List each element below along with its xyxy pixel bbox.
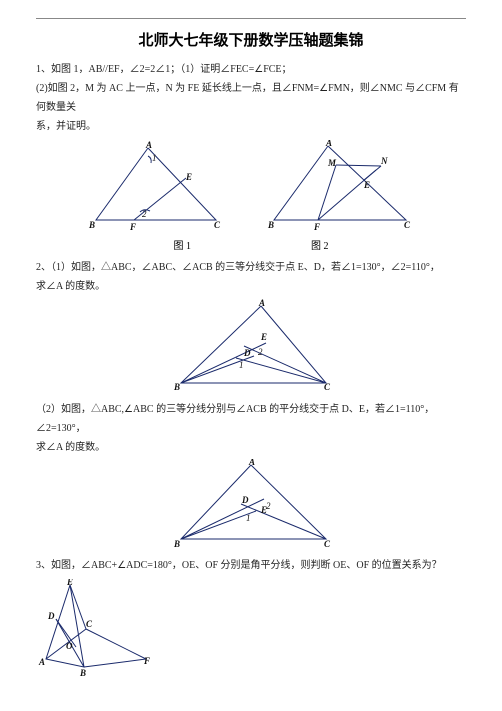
svg-text:E: E: [363, 180, 370, 190]
svg-text:F: F: [313, 222, 320, 232]
svg-text:F: F: [143, 656, 150, 666]
svg-text:B: B: [88, 220, 95, 230]
problem-2b-line-2: 求∠A 的度数。: [36, 438, 466, 457]
problem-3-line-1: 3、如图，∠ABC+∠ADC=180°，OE、OF 分别是角平分线，则判断 OE…: [36, 556, 466, 575]
svg-text:2: 2: [266, 501, 271, 511]
problem-1-line-1: 1、如图 1，AB//EF，∠2=2∠1；（1）证明∠FEC=∠FCE；: [36, 60, 466, 79]
svg-text:F: F: [129, 222, 136, 232]
figure-3-wrap: A B C E D 1 2: [36, 298, 466, 398]
problem-2b-line-1: （2）如图，△ABC,∠ABC 的三等分线分别与∠ACB 的平分线交于点 D、E…: [36, 400, 466, 438]
svg-text:D: D: [241, 495, 249, 505]
svg-text:1: 1: [239, 360, 244, 370]
figure-2-label: 图 2: [311, 237, 329, 252]
problem-1-line-3: 系，并证明。: [36, 117, 466, 136]
svg-text:B: B: [173, 539, 180, 549]
top-rule: [36, 18, 466, 19]
figure-5-wrap: E A B F C D O: [36, 579, 466, 679]
svg-text:B: B: [267, 220, 274, 230]
problem-2-line-2: 求∠A 的度数。: [36, 277, 466, 296]
doc-title: 北师大七年级下册数学压轴题集锦: [36, 29, 466, 50]
svg-text:E: E: [260, 332, 267, 342]
figure-4: A B C D E 1 2: [166, 459, 336, 554]
problem-2-line-1: 2、（1）如图，△ABC，∠ABC、∠ACB 的三等分线交于点 E、D，若∠1=…: [36, 258, 466, 277]
svg-text:B: B: [173, 382, 180, 392]
svg-text:C: C: [324, 382, 331, 392]
svg-text:A: A: [248, 459, 255, 467]
svg-text:C: C: [214, 220, 221, 230]
svg-text:D: D: [47, 611, 55, 621]
figure-4-wrap: A B C D E 1 2: [36, 459, 466, 554]
svg-text:2: 2: [142, 209, 147, 219]
svg-text:1: 1: [246, 513, 251, 523]
svg-text:O: O: [66, 641, 73, 651]
svg-text:B: B: [79, 668, 86, 678]
svg-text:E: E: [66, 579, 73, 587]
problem-1-line-2: (2)如图 2，M 为 AC 上一点，N 为 FE 延长线上一点，且∠FNM=∠…: [36, 79, 466, 117]
svg-text:D: D: [243, 348, 251, 358]
svg-text:C: C: [404, 220, 411, 230]
svg-text:E: E: [185, 172, 192, 182]
svg-text:A: A: [145, 140, 152, 150]
figure-row-1: A B C E F 1 2 A B C E F M N: [36, 140, 466, 235]
figure-3: A B C E D 1 2: [166, 298, 336, 398]
figure-labels-row: 图 1 图 2: [36, 237, 466, 252]
figure-1: A B C E F 1 2: [86, 140, 226, 235]
svg-text:A: A: [258, 298, 265, 308]
svg-text:C: C: [86, 619, 93, 629]
svg-text:2: 2: [258, 347, 263, 357]
svg-text:A: A: [325, 140, 332, 148]
svg-text:A: A: [38, 657, 45, 667]
figure-2: A B C E F M N: [266, 140, 416, 235]
svg-text:M: M: [327, 158, 337, 168]
figure-5: E A B F C D O: [36, 579, 156, 679]
svg-text:N: N: [380, 156, 388, 166]
svg-text:1: 1: [152, 153, 157, 163]
figure-1-label: 图 1: [174, 237, 192, 252]
svg-text:C: C: [324, 539, 331, 549]
